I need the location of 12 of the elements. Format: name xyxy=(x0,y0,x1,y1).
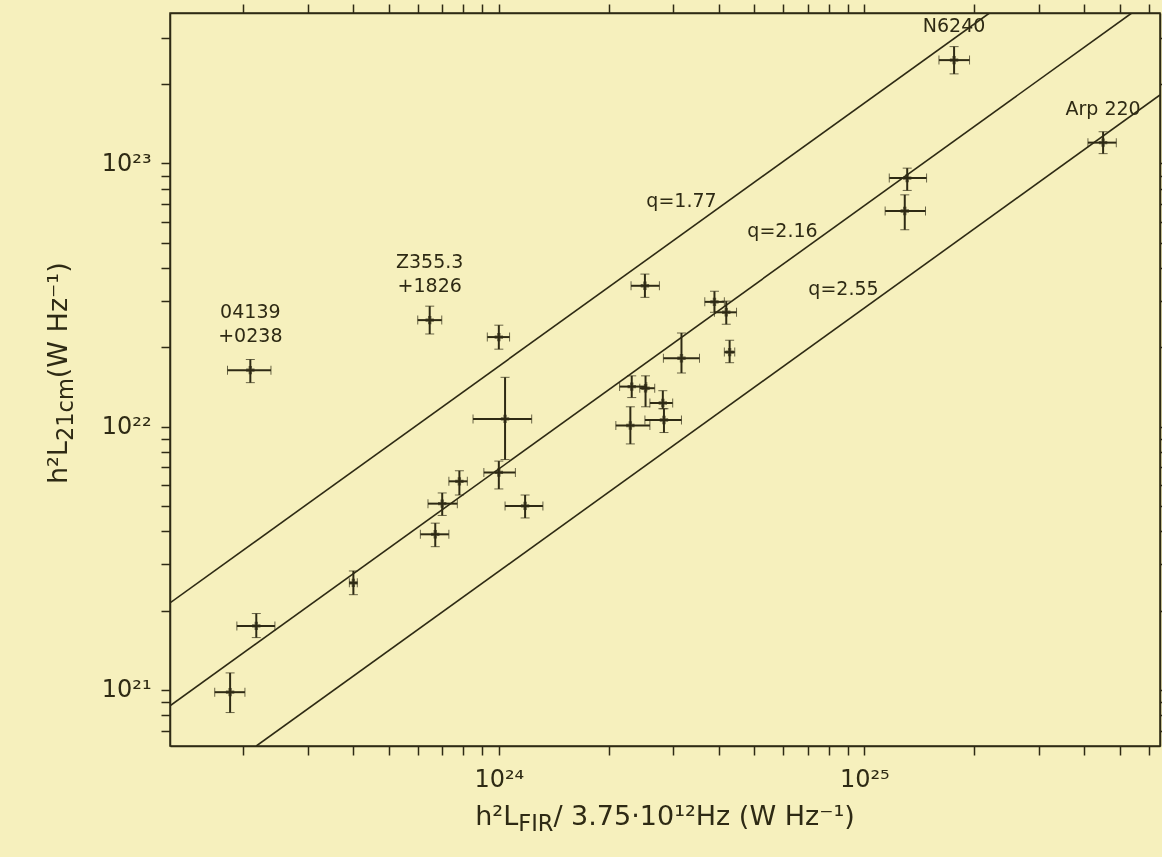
annotation: Arp 220 xyxy=(1065,96,1141,119)
y-tick-label: 10²¹ xyxy=(101,675,152,704)
annotation: q=1.77 xyxy=(646,188,717,211)
y-tick-label: 10²³ xyxy=(101,148,152,177)
y-tick-label: 10²² xyxy=(101,412,152,441)
annotation: q=2.55 xyxy=(808,277,879,300)
annotation: Z355.3 +1826 xyxy=(396,250,464,297)
x-tick-label: 10²⁵ xyxy=(839,764,890,793)
annotation: 04139 +0238 xyxy=(218,300,283,347)
x-tick-label: 10²⁴ xyxy=(474,764,525,793)
annotation: q=2.16 xyxy=(747,218,818,241)
x-axis-title: h²L$_{FIR}$/ 3.75·10¹²Hz (W Hz⁻¹) xyxy=(474,800,856,837)
